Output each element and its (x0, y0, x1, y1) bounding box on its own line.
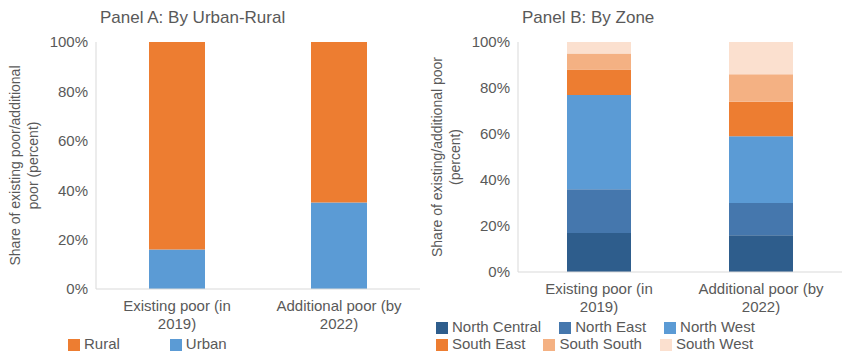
html-text:North West: North West (680, 318, 755, 335)
svg-text:40%: 40% (480, 171, 510, 188)
html-text:Urban: Urban (185, 335, 227, 352)
svg-text:80%: 80% (58, 83, 88, 100)
html-text:Panel A: By Urban-Rural: Panel A: By Urban-Rural (100, 8, 286, 27)
svg-text:20%: 20% (480, 217, 510, 234)
svg-text:0%: 0% (66, 280, 88, 297)
html-text:South East: South East (452, 335, 526, 352)
svg-text:Additional poor (by2022): Additional poor (by2022) (698, 280, 824, 315)
svg-text:100%: 100% (50, 33, 88, 50)
svg-text:100%: 100% (472, 33, 510, 50)
svg-text:0%: 0% (488, 263, 510, 280)
svg-text:80%: 80% (480, 79, 510, 96)
html-text:Rural: Rural (84, 335, 120, 352)
svg-text:20%: 20% (58, 231, 88, 248)
svg-text:60%: 60% (58, 132, 88, 149)
svg-text:Share of existing poor/additio: Share of existing poor/additionalpoor (p… (8, 65, 41, 265)
html-text:South West: South West (676, 335, 754, 352)
svg-text:60%: 60% (480, 125, 510, 142)
html-text:North Central: North Central (452, 318, 542, 335)
svg-text:40%: 40% (58, 182, 88, 199)
svg-text:Additional poor (by2022): Additional poor (by2022) (276, 297, 402, 332)
svg-text:Existing poor (in2019): Existing poor (in2019) (545, 280, 653, 315)
svg-text:Share of existing/additional p: Share of existing/additional poor(percen… (430, 57, 463, 257)
html-text:South South: South South (559, 335, 642, 352)
html-text:North East: North East (575, 318, 647, 335)
html-text:Panel B: By Zone: Panel B: By Zone (522, 8, 655, 27)
svg-text:Existing poor (in2019): Existing poor (in2019) (123, 297, 231, 332)
